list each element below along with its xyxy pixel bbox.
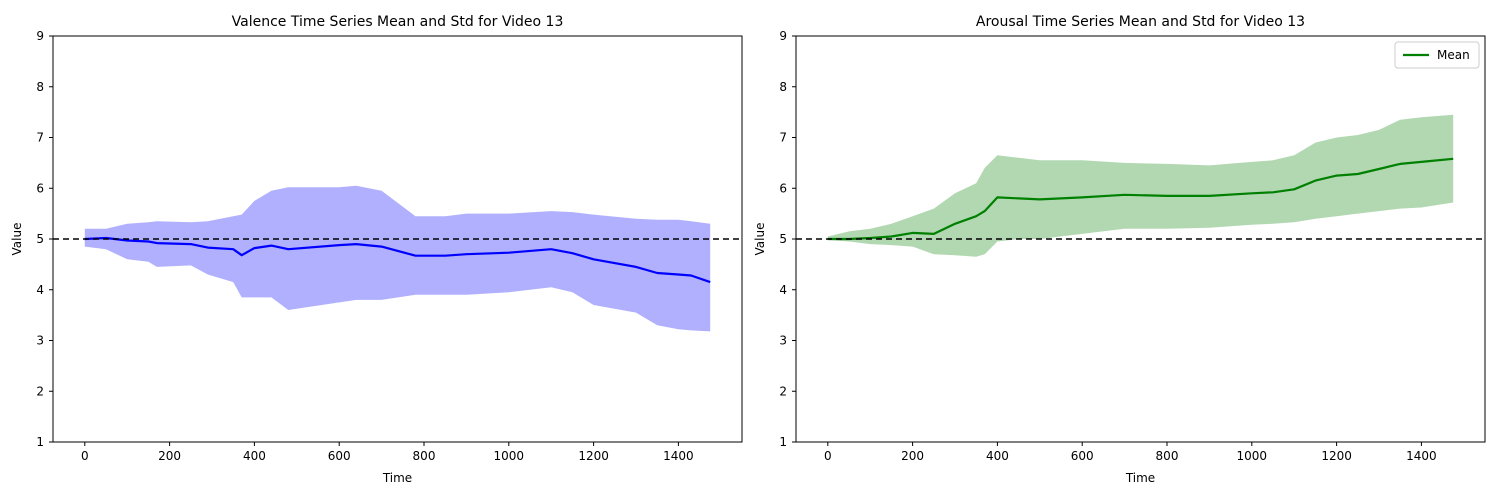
y-tick-label: 6: [36, 181, 44, 195]
x-tick-label: 1200: [578, 449, 609, 463]
y-tick-label: 3: [36, 334, 44, 348]
x-tick-label: 600: [328, 449, 351, 463]
y-tick-label: 8: [36, 80, 44, 94]
x-axis-label: Time: [1125, 471, 1155, 485]
x-tick-label: 400: [243, 449, 266, 463]
y-tick-label: 7: [36, 131, 44, 145]
y-tick-label: 1: [36, 435, 44, 449]
y-tick-label: 9: [779, 29, 787, 43]
mean-line: [84, 236, 711, 284]
y-axis-label: Value: [10, 223, 24, 256]
legend-box: [1394, 41, 1480, 69]
mean-line: [827, 157, 1454, 241]
x-tick-label: 1400: [1406, 449, 1437, 463]
y-tick-label: 2: [36, 384, 44, 398]
legend-label: Mean: [1437, 48, 1470, 62]
x-tick-label: 800: [1156, 449, 1179, 463]
x-tick-label: 0: [824, 449, 832, 463]
y-tick-label: 9: [36, 29, 44, 43]
y-tick-label: 2: [779, 384, 787, 398]
y-tick-label: 5: [779, 232, 787, 246]
y-tick-label: 5: [36, 232, 44, 246]
x-tick-label: 200: [901, 449, 924, 463]
legend: Mean: [1394, 41, 1480, 69]
x-tick-label: 1400: [663, 449, 694, 463]
y-tick-label: 8: [779, 80, 787, 94]
x-tick-label: 0: [81, 449, 89, 463]
x-tick-label: 400: [986, 449, 1009, 463]
x-tick-label: 800: [413, 449, 436, 463]
y-tick-label: 6: [779, 181, 787, 195]
chart-title: Arousal Time Series Mean and Std for Vid…: [976, 14, 1305, 30]
y-tick-label: 7: [779, 131, 787, 145]
x-tick-label: 1000: [1237, 449, 1268, 463]
std-band: [827, 114, 1454, 257]
y-tick-label: 4: [779, 283, 787, 297]
valence-chart: Valence Time Series Mean and Std for Vid…: [10, 14, 743, 485]
x-tick-label: 1000: [494, 449, 525, 463]
std-band: [84, 185, 711, 332]
x-tick-label: 1200: [1321, 449, 1352, 463]
x-tick-label: 200: [158, 449, 181, 463]
arousal-chart: Arousal Time Series Mean and Std for Vid…: [753, 14, 1486, 485]
y-tick-label: 3: [779, 334, 787, 348]
x-axis-label: Time: [382, 471, 412, 485]
y-tick-label: 1: [779, 435, 787, 449]
y-tick-label: 4: [36, 283, 44, 297]
chart-title: Valence Time Series Mean and Std for Vid…: [232, 14, 564, 30]
x-tick-label: 600: [1071, 449, 1094, 463]
y-axis-label: Value: [753, 223, 767, 256]
